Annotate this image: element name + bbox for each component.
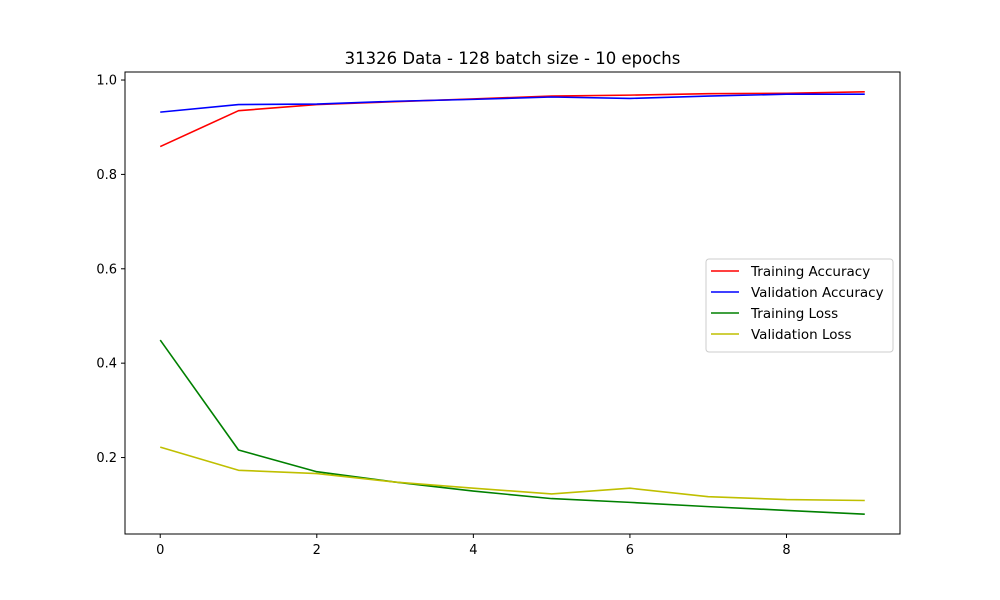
series-line-validation-loss bbox=[160, 446, 865, 502]
x-tick-label: 8 bbox=[782, 543, 790, 558]
legend-box bbox=[705, 258, 894, 353]
y-tick-label: 0.8 bbox=[96, 168, 117, 183]
chart-title: 31326 Data - 128 batch size - 10 epochs bbox=[345, 49, 681, 68]
legend: Training Accuracy Validation Accuracy Trai… bbox=[705, 258, 894, 353]
x-tick-label: 2 bbox=[313, 543, 321, 558]
y-axis: 0.2 0.4 0.6 0.8 1.0 bbox=[96, 74, 125, 466]
series-layer bbox=[159, 91, 865, 515]
x-tick-label: 4 bbox=[469, 543, 477, 558]
axes-frame bbox=[124, 71, 901, 535]
legend-label-training-accuracy: Training Accuracy bbox=[750, 264, 870, 280]
legend-label-validation-accuracy: Validation Accuracy bbox=[751, 285, 884, 301]
x-tick-label: 6 bbox=[626, 543, 634, 558]
x-tick-label: 0 bbox=[156, 543, 164, 558]
y-tick-label: 1.0 bbox=[96, 74, 117, 89]
x-axis: 0 2 4 6 8 bbox=[156, 534, 791, 558]
legend-label-validation-loss: Validation Loss bbox=[751, 327, 852, 343]
y-tick-label: 0.6 bbox=[96, 262, 117, 277]
y-tick-label: 0.4 bbox=[96, 357, 117, 372]
y-tick-label: 0.2 bbox=[96, 451, 117, 466]
legend-label-training-loss: Training Loss bbox=[750, 306, 838, 322]
series-line-training-loss bbox=[159, 339, 865, 515]
series-line-validation-accuracy bbox=[160, 93, 865, 113]
